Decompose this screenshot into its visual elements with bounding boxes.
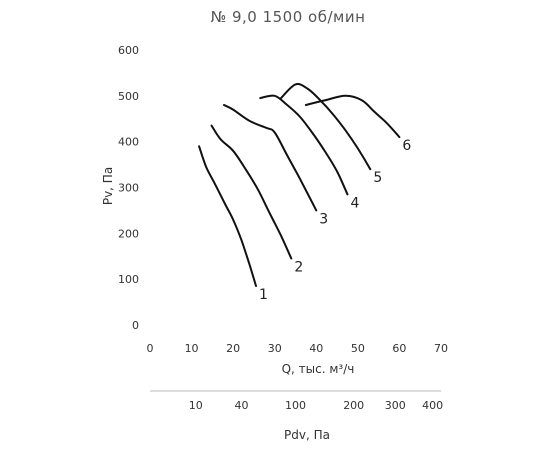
curve-4 <box>259 94 349 196</box>
y-tick-label: 400 <box>118 136 139 149</box>
x-tick-label: 40 <box>309 342 323 355</box>
x-axis-label: Q, тыс. м³/ч <box>282 362 355 376</box>
y-tick-label: 200 <box>118 227 139 240</box>
y-axis-label: Pv, Па <box>101 167 115 205</box>
y-tick-group: 0 100 200 300 400 500 600 <box>118 44 139 332</box>
chart-title: № 9,0 1500 об/мин <box>211 8 366 26</box>
secondary-tick-label: 10 <box>189 399 203 412</box>
curve-2 <box>210 124 293 260</box>
x-tick-label: 50 <box>351 342 365 355</box>
secondary-tick-label: 400 <box>422 399 443 412</box>
curve-label-1: 1 <box>259 287 268 303</box>
curve-label-6: 6 <box>402 138 411 154</box>
secondary-tick-label: 100 <box>285 399 306 412</box>
y-tick-label: 500 <box>118 90 139 103</box>
secondary-axis-label: Pdv, Па <box>284 428 330 442</box>
curve-group <box>198 83 401 287</box>
curve-6 <box>304 94 401 139</box>
secondary-tick-label: 40 <box>234 399 248 412</box>
x-tick-label: 30 <box>268 342 282 355</box>
curve-5 <box>280 83 372 171</box>
secondary-tick-label: 300 <box>385 399 406 412</box>
x-tick-label: 10 <box>185 342 199 355</box>
curve-label-3: 3 <box>319 211 328 227</box>
y-tick-label: 100 <box>118 273 139 286</box>
x-tick-label: 0 <box>147 342 154 355</box>
y-tick-label: 0 <box>132 319 139 332</box>
curve-1 <box>198 145 257 287</box>
curve-label-4: 4 <box>350 195 359 211</box>
y-tick-label: 600 <box>118 44 139 57</box>
x-tick-label: 70 <box>434 342 448 355</box>
x-tick-label: 60 <box>392 342 406 355</box>
curve-label-group: 1 2 3 45 6 <box>259 138 411 303</box>
curve-label-2: 2 <box>294 260 303 276</box>
curve-label-5: 5 <box>373 170 382 186</box>
secondary-tick-group: 10 40 100 200 300 400 <box>189 399 443 412</box>
secondary-tick-label: 200 <box>343 399 364 412</box>
curve-3 <box>223 104 318 212</box>
x-tick-group: 0 10 20 30 40 50 60 70 <box>147 342 449 355</box>
y-tick-label: 300 <box>118 182 139 195</box>
x-tick-label: 20 <box>226 342 240 355</box>
